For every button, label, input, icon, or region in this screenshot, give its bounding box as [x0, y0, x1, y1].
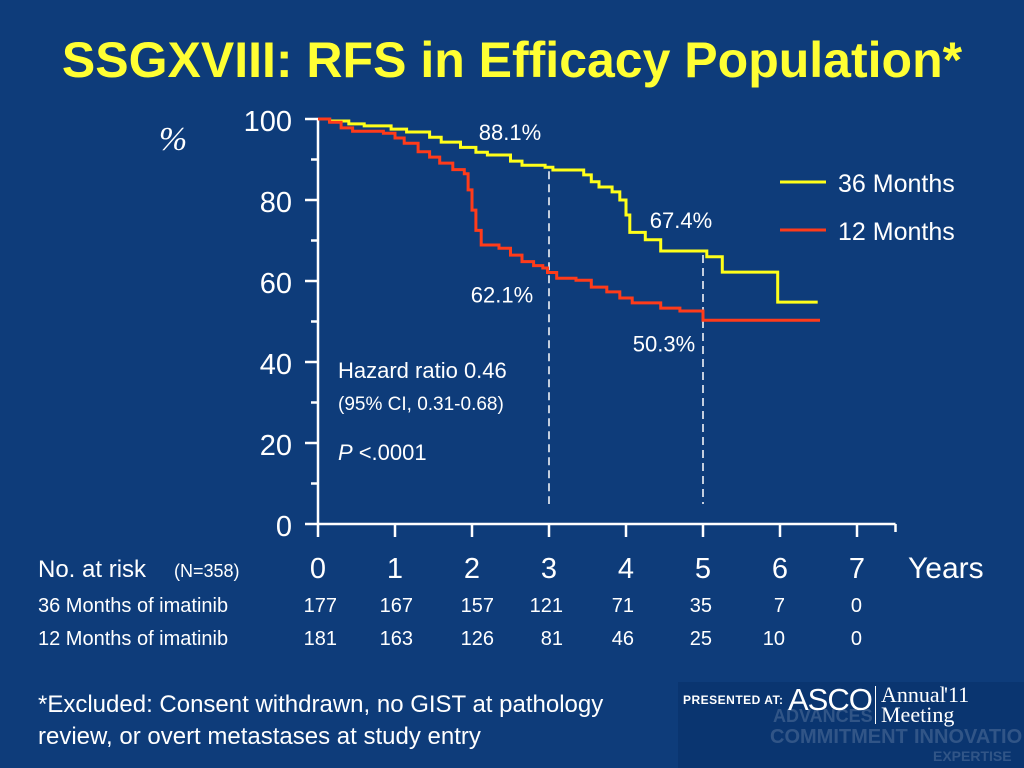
y-tick-label: 60 — [260, 268, 292, 300]
risk-count: 0 — [851, 595, 862, 617]
y-tick-label: 40 — [260, 349, 292, 381]
risk-count: 10 — [763, 628, 785, 650]
slide-title: SSGXVIII: RFS in Efficacy Population* — [61, 32, 963, 88]
legend-label-12-months: 12 Months — [838, 218, 955, 246]
y-tick-label: 100 — [244, 106, 292, 138]
risk-row-label-36-months: 36 Months of imatinib — [38, 595, 228, 617]
legend-label-36-months: 36 Months — [838, 170, 955, 198]
number-at-risk-table: No. at risk (N=358) 36 Months of imatini… — [38, 556, 862, 650]
hazard-ratio-text: Hazard ratio 0.46 — [338, 358, 507, 383]
confidence-interval-text: (95% CI, 0.31-0.68) — [338, 394, 504, 415]
risk-count: 46 — [612, 628, 634, 650]
survival-rate-labels: 88.1% 67.4% 62.1% 50.3% — [471, 120, 712, 356]
survival-rate-label: 62.1% — [471, 282, 533, 307]
x-tick-label: 7 — [849, 553, 865, 585]
series-line-36-months — [318, 117, 818, 304]
footnote: *Excluded: Consent withdrawn, no GIST at… — [38, 689, 603, 753]
p-value-text: P <.0001 — [338, 440, 427, 465]
risk-count: 177 — [304, 595, 337, 617]
asco-annual-meeting-logo: ADVANCES COMMITMENT INNOVATIO EXPERTISE … — [678, 682, 1024, 768]
y-axis-title: % — [159, 121, 187, 158]
survival-rate-label: 88.1% — [479, 120, 541, 145]
y-tick-label: 20 — [260, 430, 292, 462]
x-tick-label: 5 — [695, 553, 711, 585]
logo-meeting: Meeting — [881, 702, 955, 727]
logo-divider — [875, 686, 876, 724]
x-tick-label: 1 — [387, 553, 403, 585]
risk-count: 7 — [774, 595, 785, 617]
statistics: Hazard ratio 0.46 (95% CI, 0.31-0.68) P <… — [338, 358, 507, 465]
x-tick-label: 4 — [618, 553, 634, 585]
risk-count: 121 — [530, 595, 563, 617]
risk-count: 163 — [380, 628, 413, 650]
risk-count: 25 — [690, 628, 712, 650]
legend: 36 Months 12 Months — [780, 170, 955, 246]
logo-year: '11 — [944, 682, 970, 707]
risk-count: 35 — [690, 595, 712, 617]
logo-background-word: ADVANCES — [773, 706, 873, 726]
footnote-line: review, or overt metastases at study ent… — [38, 723, 481, 750]
risk-count: 81 — [541, 628, 563, 650]
axes: 0 20 40 60 80 100 0 1 2 3 4 5 6 7 — [244, 106, 897, 585]
risk-count: 167 — [380, 595, 413, 617]
risk-count: 181 — [304, 628, 337, 650]
x-axis-title: Years — [908, 552, 984, 585]
x-tick-label: 0 — [310, 553, 326, 585]
risk-table-n: (N=358) — [174, 561, 240, 581]
risk-table-header: No. at risk — [38, 556, 147, 583]
y-tick-label: 80 — [260, 187, 292, 219]
plot-area — [318, 117, 820, 504]
series-line-12-months — [318, 117, 820, 322]
p-symbol: P — [338, 440, 353, 465]
logo-annual: Annual — [881, 682, 946, 707]
footnote-line: *Excluded: Consent withdrawn, no GIST at… — [38, 691, 604, 718]
risk-count: 126 — [461, 628, 494, 650]
x-tick-label: 6 — [772, 553, 788, 585]
x-tick-label: 2 — [464, 553, 480, 585]
risk-row-label-12-months: 12 Months of imatinib — [38, 628, 228, 650]
risk-count: 157 — [461, 595, 494, 617]
y-tick-label: 0 — [276, 511, 292, 543]
p-value: <.0001 — [359, 440, 427, 465]
x-tick-label: 3 — [541, 553, 557, 585]
logo-asco-wordmark: ASCO — [788, 682, 873, 717]
survival-rate-label: 67.4% — [650, 208, 712, 233]
risk-count: 0 — [851, 628, 862, 650]
logo-background-word: COMMITMENT — [770, 726, 908, 748]
logo-background-word: INNOVATIO — [914, 726, 1023, 748]
risk-count: 71 — [612, 595, 634, 617]
survival-rate-label: 50.3% — [633, 331, 695, 356]
logo-background-word: EXPERTISE — [933, 748, 1012, 764]
logo-presented-at: PRESENTED AT: — [683, 693, 784, 707]
